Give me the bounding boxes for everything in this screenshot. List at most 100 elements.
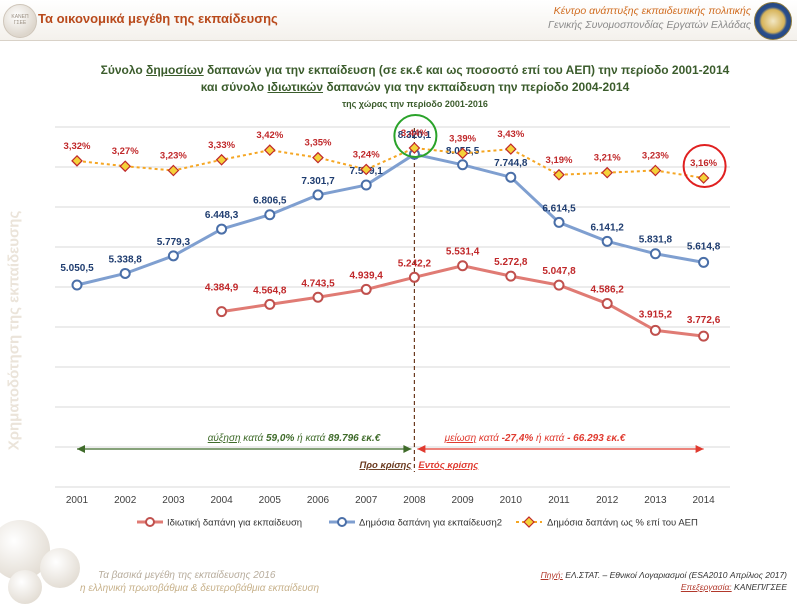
decrease-annotation: μείωση κατά -27,4% ή κατά - 66.293 εκ.€ <box>444 432 626 444</box>
gdp-percent-data-label: 3,42% <box>256 130 283 141</box>
x-tick-label: 2008 <box>403 495 426 506</box>
public-spending-marker <box>167 250 179 262</box>
x-tick-label: 2006 <box>307 495 330 506</box>
private-spending-data-label: 5.272,8 <box>494 257 528 268</box>
private-spending-marker <box>264 298 276 310</box>
private-spending-line <box>221 264 704 338</box>
private-spending-marker <box>649 324 661 336</box>
private-spending-marker <box>360 283 372 295</box>
x-tick-label: 2003 <box>162 495 185 506</box>
gdp-percent-data-label: 3,32% <box>64 141 91 152</box>
private-spending-marker <box>505 270 517 282</box>
gdp-percent-data-label: 3,21% <box>594 153 621 164</box>
private-spending-marker <box>601 298 613 310</box>
gdp-percent-data-label: 3,44% <box>401 128 428 139</box>
in-crisis-label: Εντός κρίσης <box>418 460 479 471</box>
public-spending-data-label: 5.614,8 <box>687 241 721 252</box>
gdp-percent-data-label: 3,43% <box>497 129 524 140</box>
gdp-percent-data-label: 3,35% <box>305 138 332 149</box>
source-note: Πηγή: ΕΛ.ΣΤΑΤ. – Εθνικοί Λογαριασμοί (ES… <box>540 570 787 580</box>
gdp-percent-marker <box>649 164 662 177</box>
gdp-percent-marker <box>71 155 83 167</box>
public-spending-marker <box>457 159 469 171</box>
decorative-bubble <box>40 548 80 588</box>
x-tick-label: 2004 <box>210 495 233 506</box>
public-spending-data-label: 7.301,7 <box>301 176 335 187</box>
x-tick-label: 2012 <box>596 495 619 506</box>
x-tick-label: 2010 <box>500 495 523 506</box>
increase-arrow-head-right <box>403 445 412 453</box>
max-highlight-circle <box>393 114 438 158</box>
private-spending-data-label: 4.384,9 <box>205 283 239 294</box>
public-spending-data-label: 8.320,1 <box>398 130 432 141</box>
x-tick-label: 2007 <box>355 495 378 506</box>
public-spending-marker <box>119 267 131 279</box>
decrease-arrow-head-right <box>695 445 704 453</box>
legend-marker <box>145 517 155 527</box>
org-name-line1: Κέντρο ανάπτυξης εκπαιδευτικής πολιτικής <box>553 5 751 17</box>
public-spending-marker <box>649 248 661 260</box>
private-spending-data-label: 4.743,5 <box>301 278 335 289</box>
private-spending-data-label: 4.586,2 <box>591 285 625 296</box>
decrease-arrow-head-left <box>417 445 426 453</box>
public-spending-marker <box>360 179 372 191</box>
gdp-percent-marker <box>263 144 276 156</box>
private-spending-marker <box>216 306 228 318</box>
gdp-percent-data-label: 3,27% <box>112 146 139 157</box>
gdp-percent-marker <box>312 151 324 164</box>
public-spending-line <box>76 152 704 287</box>
public-spending-data-label: 6.141,2 <box>591 222 625 233</box>
increase-arrow-head-left <box>77 445 85 453</box>
private-spending-data-label: 4.939,4 <box>350 270 384 281</box>
public-spending-data-label: 6.448,3 <box>205 210 239 221</box>
legend-marker <box>523 516 535 528</box>
legend-label: Δημόσια δαπάνη για εκπαίδευση2 <box>359 518 502 529</box>
public-spending-marker <box>264 209 276 221</box>
chart-title-line2: και σύνολο ιδιωτικών δαπανών για την εκπ… <box>200 80 630 94</box>
public-spending-marker <box>216 223 228 235</box>
x-tick-label: 2013 <box>644 495 667 506</box>
gdp-percent-data-label: 3,24% <box>353 149 380 160</box>
gdp-percent-marker <box>167 164 180 177</box>
gdp-percent-marker <box>215 153 228 166</box>
gdp-percent-marker <box>360 163 373 176</box>
private-spending-marker <box>408 271 420 283</box>
public-spending-marker <box>71 279 83 291</box>
footer-publication-subtitle: η ελληνική πρωτοβάθμια & δευτεροβάθμια ε… <box>80 583 320 594</box>
gdp-percent-marker <box>504 143 517 155</box>
private-spending-marker <box>457 260 469 272</box>
public-spending-data-label: 5.779,3 <box>157 237 191 248</box>
min-highlight-circle <box>682 144 727 188</box>
left-logo: ΚΑΝΕΠ ΓΣΕΕ <box>3 4 37 38</box>
public-spending-marker <box>505 171 517 183</box>
public-spending-marker <box>312 189 324 201</box>
increase-annotation: αύξηση κατά 59,0% ή κατά 89.796 εκ.€ <box>208 432 381 444</box>
public-spending-data-label: 7.744,8 <box>494 158 528 169</box>
org-name-line2: Γενικής Συνομοσπονδίας Εργατών Ελλάδας <box>547 19 751 31</box>
private-spending-marker <box>698 330 710 342</box>
gdp-percent-data-label: 3,19% <box>546 155 573 166</box>
private-spending-data-label: 4.564,8 <box>253 285 287 296</box>
x-tick-label: 2005 <box>259 495 282 506</box>
legend-marker <box>337 517 347 527</box>
public-spending-marker <box>553 216 565 228</box>
gdp-percent-marker <box>408 142 421 154</box>
x-tick-label: 2014 <box>692 495 715 506</box>
processing-note: Επεξεργασία: ΚΑΝΕΠ/ΓΣΕΕ <box>680 582 787 592</box>
public-spending-marker <box>698 256 710 268</box>
page-title: Τα οικονομικά μεγέθη της εκπαίδευσης <box>38 11 278 26</box>
public-spending-data-label: 5.050,5 <box>60 263 94 274</box>
x-tick-label: 2009 <box>451 495 474 506</box>
public-spending-data-label: 5.831,8 <box>639 235 673 246</box>
x-tick-label: 2011 <box>548 495 570 506</box>
private-spending-data-label: 5.047,8 <box>542 266 576 277</box>
chart-subtitle: της χώρας την περίοδο 2001-2016 <box>342 99 488 109</box>
public-spending-data-label: 6.614,5 <box>542 203 576 214</box>
gdp-percent-marker <box>553 168 565 181</box>
gdp-percent-data-label: 3,33% <box>208 140 235 151</box>
public-spending-marker <box>601 235 613 247</box>
gdp-percent-data-label: 3,39% <box>449 133 476 144</box>
gdp-percent-data-label: 3,23% <box>642 151 669 162</box>
private-spending-marker <box>553 279 565 291</box>
